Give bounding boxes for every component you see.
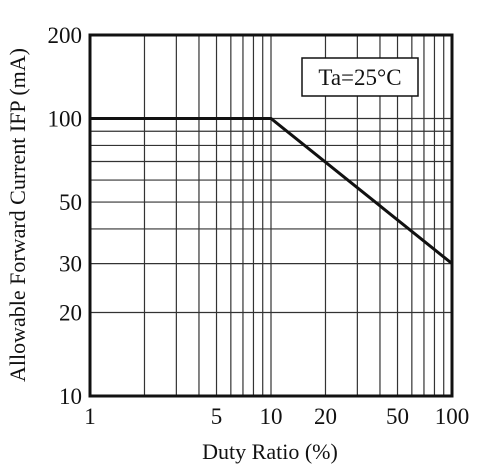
y-tick-label: 100 [48, 107, 83, 132]
x-tick-label: 50 [386, 404, 409, 429]
series-layer [90, 117, 453, 265]
x-tick-label: 10 [260, 404, 283, 429]
y-tick-label: 50 [59, 190, 82, 215]
y-tick-label: 20 [59, 300, 82, 325]
annotation-box: Ta=25°C [301, 57, 419, 97]
x-tick-label: 1 [84, 404, 96, 429]
y-axis-title: Allowable Forward Current IFP (mA) [5, 48, 30, 382]
annotation-text: Ta=25°C [318, 65, 401, 90]
x-axis-title: Duty Ratio (%) [202, 439, 338, 464]
series-line-0 [90, 117, 453, 265]
x-tick-label: 5 [211, 404, 223, 429]
x-tick-labels: 1 5 10 20 50 100 [84, 404, 469, 429]
y-tick-label: 200 [48, 23, 83, 48]
y-tick-label: 30 [59, 252, 82, 277]
x-tick-label: 20 [314, 404, 337, 429]
y-tick-labels: 10 20 30 50 100 200 [48, 23, 83, 409]
plot-frame [88, 33, 454, 398]
y-tick-label: 10 [59, 384, 82, 409]
x-tick-label: 100 [435, 404, 470, 429]
